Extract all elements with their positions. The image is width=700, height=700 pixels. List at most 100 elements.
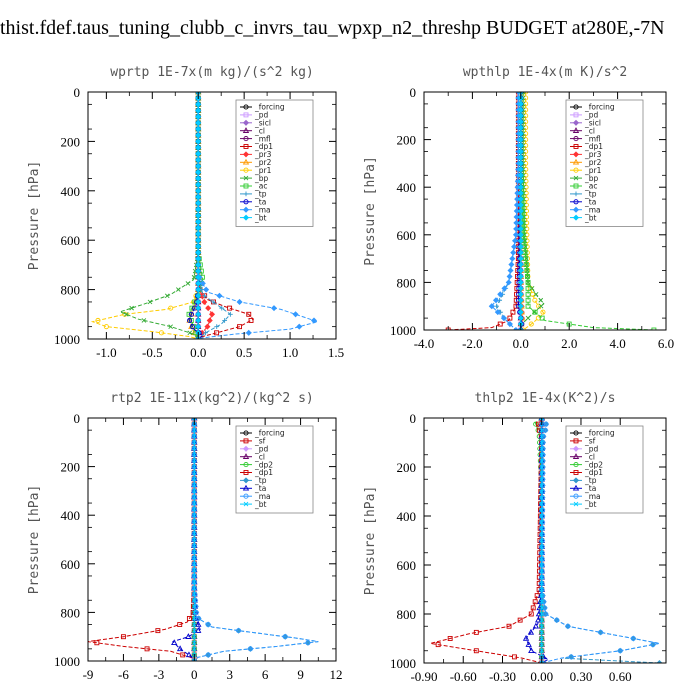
legend-marker <box>243 183 249 189</box>
y-tick-label: 800 <box>61 605 81 620</box>
series-marker-ma <box>540 470 546 476</box>
series-marker-bp <box>141 318 147 323</box>
series-marker-ma <box>507 267 514 274</box>
series-marker-bp <box>147 299 153 305</box>
legend-entry: _dp2 <box>584 460 603 469</box>
series-marker-ma <box>650 642 656 648</box>
series-marker-bp <box>533 291 539 297</box>
series-marker-bt <box>191 452 197 457</box>
series-marker-ac <box>525 303 531 309</box>
legend-marker <box>573 199 579 205</box>
x-tick-label: 6.0 <box>658 336 674 351</box>
series-line-pr1 <box>90 92 199 339</box>
series-marker-pr1 <box>540 309 546 315</box>
series-marker-bt <box>195 268 202 275</box>
x-tick-label: 4.0 <box>609 336 625 351</box>
legend-marker <box>242 206 250 213</box>
series-marker-ac <box>539 315 545 321</box>
series-marker-bp <box>164 293 170 299</box>
legend-entry: _ta <box>584 484 596 493</box>
series-marker-bt <box>191 597 197 603</box>
series-marker-dp1 <box>506 623 512 629</box>
y-tick-label: 1000 <box>54 654 80 669</box>
series-marker-bt <box>539 427 545 433</box>
series-marker-dp1 <box>248 318 254 323</box>
y-tick-label: 400 <box>61 184 81 199</box>
series-marker-bt <box>539 556 545 562</box>
series-marker-ma <box>506 273 513 280</box>
series-marker-bt <box>539 458 545 464</box>
plot-frame <box>87 91 337 340</box>
legend-marker <box>243 438 249 444</box>
series-line-dp1 <box>88 418 195 661</box>
series-marker-bt <box>191 470 197 475</box>
series-marker-bt <box>539 440 545 445</box>
series-marker-pr1 <box>168 305 174 311</box>
legend-entry: _pr2 <box>584 158 602 167</box>
legend-marker <box>572 214 580 221</box>
legend-entry: _dp1 <box>254 142 273 151</box>
series-marker-ma <box>296 323 303 330</box>
series-marker-bt <box>195 200 202 207</box>
legend: _forcing_pd_sicl_cl_mfl_dp1_pr3_pr2_pr1_… <box>235 99 314 227</box>
series-marker-ma <box>511 243 518 250</box>
legend-entry: _tp <box>254 476 267 485</box>
series-marker-bt <box>195 212 202 219</box>
x-tick-label: 0.60 <box>609 669 632 684</box>
legend-marker <box>243 462 249 468</box>
series-marker-ac <box>532 309 538 315</box>
budget-panel: wpthlp 1E-4x(m K)/s^2 Pressure [hPa] 0 200 4… <box>363 65 674 351</box>
series-marker-ma <box>282 634 288 640</box>
panel-title: rtp2 1E-11x(kg^2)/(kg^2 s) <box>110 391 314 406</box>
series-marker-ma <box>540 476 546 482</box>
series-marker-ac <box>525 297 531 303</box>
series-marker-bt <box>195 181 202 188</box>
series-marker-ta <box>189 324 196 330</box>
series-marker-dp1 <box>155 628 161 634</box>
x-tick-label: -0.90 <box>410 669 437 684</box>
y-tick-label: 0 <box>74 85 81 100</box>
series-marker-ma <box>501 285 508 292</box>
legend-entry: _bt <box>584 213 597 222</box>
legend-marker <box>242 151 250 158</box>
series-marker-bt <box>539 568 545 574</box>
legend: _forcing_sf_pd_cl_dp2_dp1_tp_ta_ma_bt <box>565 425 644 514</box>
series-marker-bt <box>195 169 202 176</box>
series-marker-ta <box>176 645 184 652</box>
series-marker-ma <box>540 439 546 446</box>
x-tick-label: -6 <box>118 667 129 682</box>
series-marker-bt <box>195 237 202 244</box>
series-marker-bt <box>539 418 545 421</box>
legend-marker <box>572 119 580 126</box>
series-marker-pr3 <box>204 323 211 330</box>
y-tick-label: 800 <box>397 607 417 622</box>
series-marker-ac <box>524 268 530 273</box>
series-marker-bt <box>191 482 197 488</box>
series-marker-bt <box>539 489 545 494</box>
series-marker-ma <box>543 421 549 427</box>
series-marker-ac <box>525 285 531 291</box>
legend-entry: _sicl <box>254 119 271 128</box>
legend-entry: _dp1 <box>584 468 603 477</box>
y-tick-label: 400 <box>397 509 417 524</box>
legend-marker <box>242 453 250 459</box>
plot-frame <box>423 417 667 664</box>
series-marker-dp1 <box>177 622 183 627</box>
series-marker-bt <box>195 280 202 287</box>
series-marker-ma <box>196 615 202 622</box>
series-marker-bt <box>517 249 524 256</box>
series-marker-bt <box>195 193 202 200</box>
series-marker-bt <box>195 224 202 231</box>
series-marker-ma <box>292 311 299 318</box>
legend-entry: _forcing <box>584 103 615 112</box>
series-marker-bt <box>195 144 202 151</box>
legend-entry: _cl <box>254 126 265 135</box>
x-tick-label: 3 <box>226 667 233 682</box>
x-tick-label: 2.0 <box>561 336 577 351</box>
series-marker-bp <box>525 315 531 321</box>
series-marker-bt <box>517 118 524 125</box>
series-marker-bt <box>539 605 545 611</box>
series-marker-bt <box>517 100 524 107</box>
series-marker-bt <box>191 512 197 518</box>
series-marker-bt <box>195 249 202 256</box>
